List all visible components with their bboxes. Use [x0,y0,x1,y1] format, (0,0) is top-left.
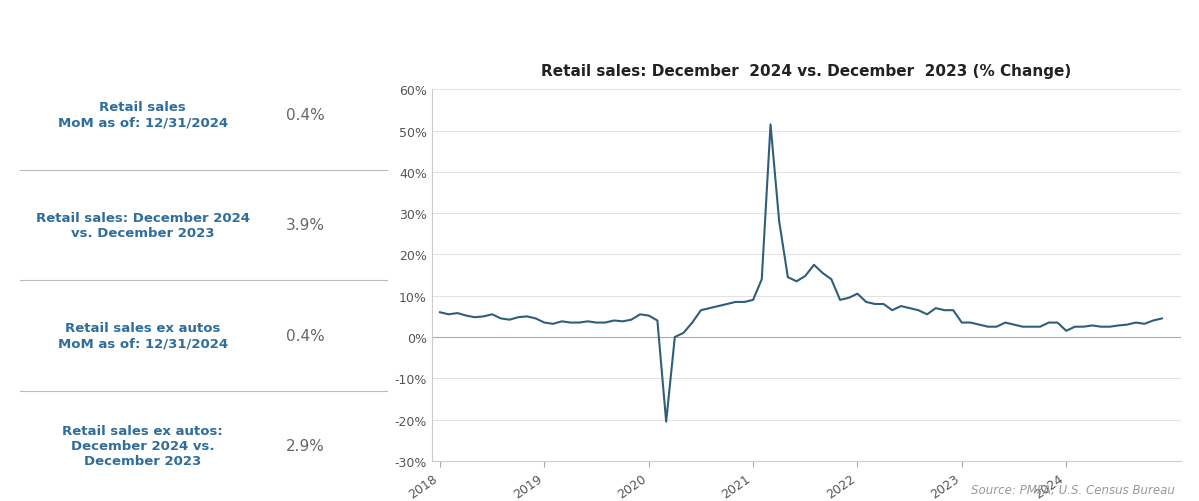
Text: 2.9%: 2.9% [287,438,325,453]
Text: 3.9%: 3.9% [287,218,325,233]
Text: Retail sales ex autos:
December 2024 vs.
December 2023: Retail sales ex autos: December 2024 vs.… [62,424,223,467]
Text: 0.4%: 0.4% [287,108,325,123]
Text: Source: PMFA, U.S. Census Bureau: Source: PMFA, U.S. Census Bureau [971,483,1175,496]
Text: Retail sales
MoM as of: 12/31/2024: Retail sales MoM as of: 12/31/2024 [58,101,228,129]
Text: Retail sales: December 2024
vs. December 2023: Retail sales: December 2024 vs. December… [36,211,249,239]
Text: 0.4%: 0.4% [287,328,325,343]
Text: RETAIL SALES: RETAIL SALES [493,16,706,44]
Title: Retail sales: December  2024 vs. December  2023 (% Change): Retail sales: December 2024 vs. December… [541,64,1072,79]
Text: Retail sales ex autos
MoM as of: 12/31/2024: Retail sales ex autos MoM as of: 12/31/2… [58,322,228,350]
